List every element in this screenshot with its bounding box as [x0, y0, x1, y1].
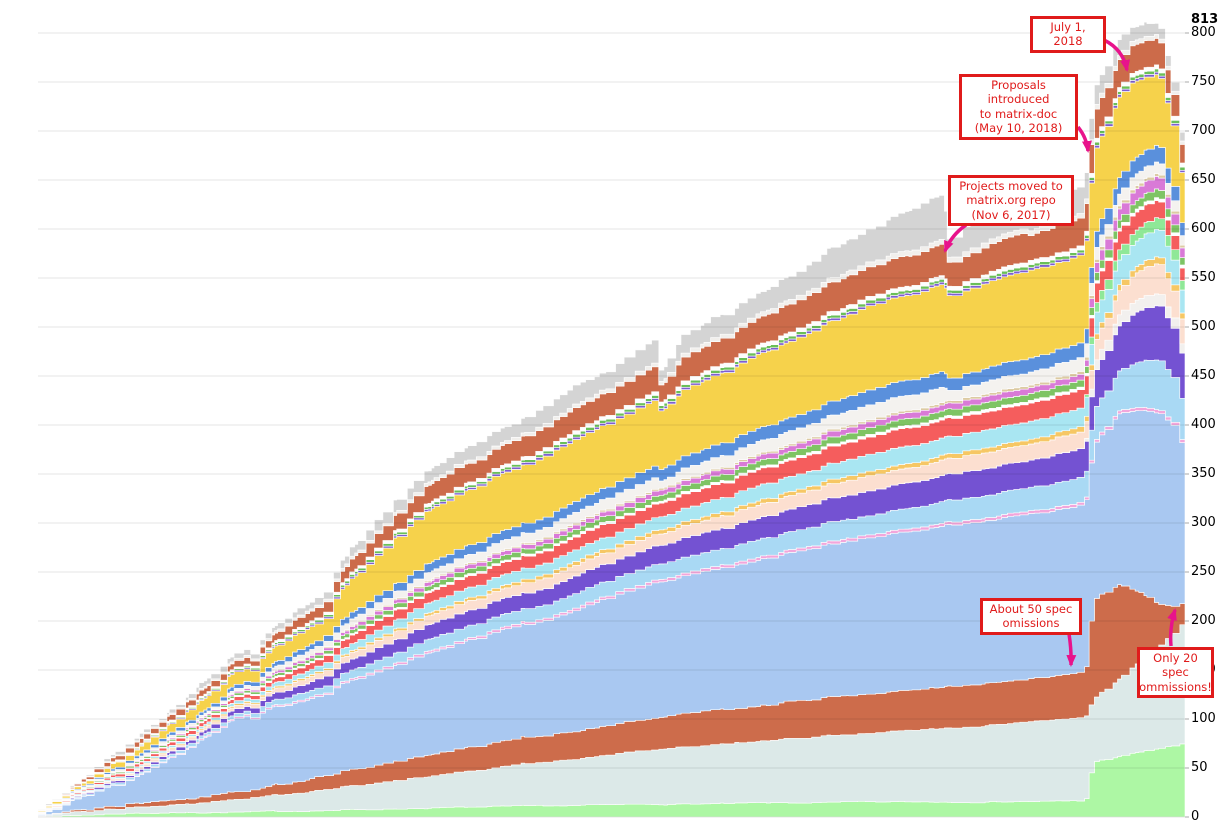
y-tick-label: 500 — [1191, 319, 1216, 334]
y-tick-label: 450 — [1191, 368, 1216, 383]
y-tick-label: 350 — [1191, 466, 1216, 481]
annotation-projects-nov-2017: Projects moved to matrix.org repo (Nov 6… — [948, 175, 1074, 227]
y-tick-label: 600 — [1191, 221, 1216, 236]
annotation-only-20-omissions: Only 20 spec ommissions! — [1137, 647, 1214, 699]
series-silver — [37, 21, 1186, 811]
y-tick-label: 650 — [1191, 172, 1216, 187]
annotation-about-50-omissions: About 50 spec omissions — [980, 598, 1082, 635]
y-tick-label: 700 — [1191, 123, 1216, 138]
annotation-proposals-may-2018: Proposals introduced to matrix-doc (May … — [959, 74, 1078, 140]
y-tick-label: 200 — [1191, 613, 1216, 628]
y-tick-label: 250 — [1191, 564, 1216, 579]
y-tick-label: 300 — [1191, 515, 1216, 530]
y-tick-label: 800 — [1191, 25, 1216, 40]
annotation-july-1-2018: July 1, 2018 — [1030, 16, 1106, 53]
y-tick-label: 0 — [1191, 809, 1200, 824]
y-tick-label: 550 — [1191, 270, 1216, 285]
y-tick-label: 50 — [1191, 760, 1208, 775]
y-tick-label: 750 — [1191, 74, 1216, 89]
y-tick-label: 100 — [1191, 711, 1216, 726]
y-tick-label: 400 — [1191, 417, 1216, 432]
y-axis-max-label: 813 — [1191, 12, 1219, 28]
